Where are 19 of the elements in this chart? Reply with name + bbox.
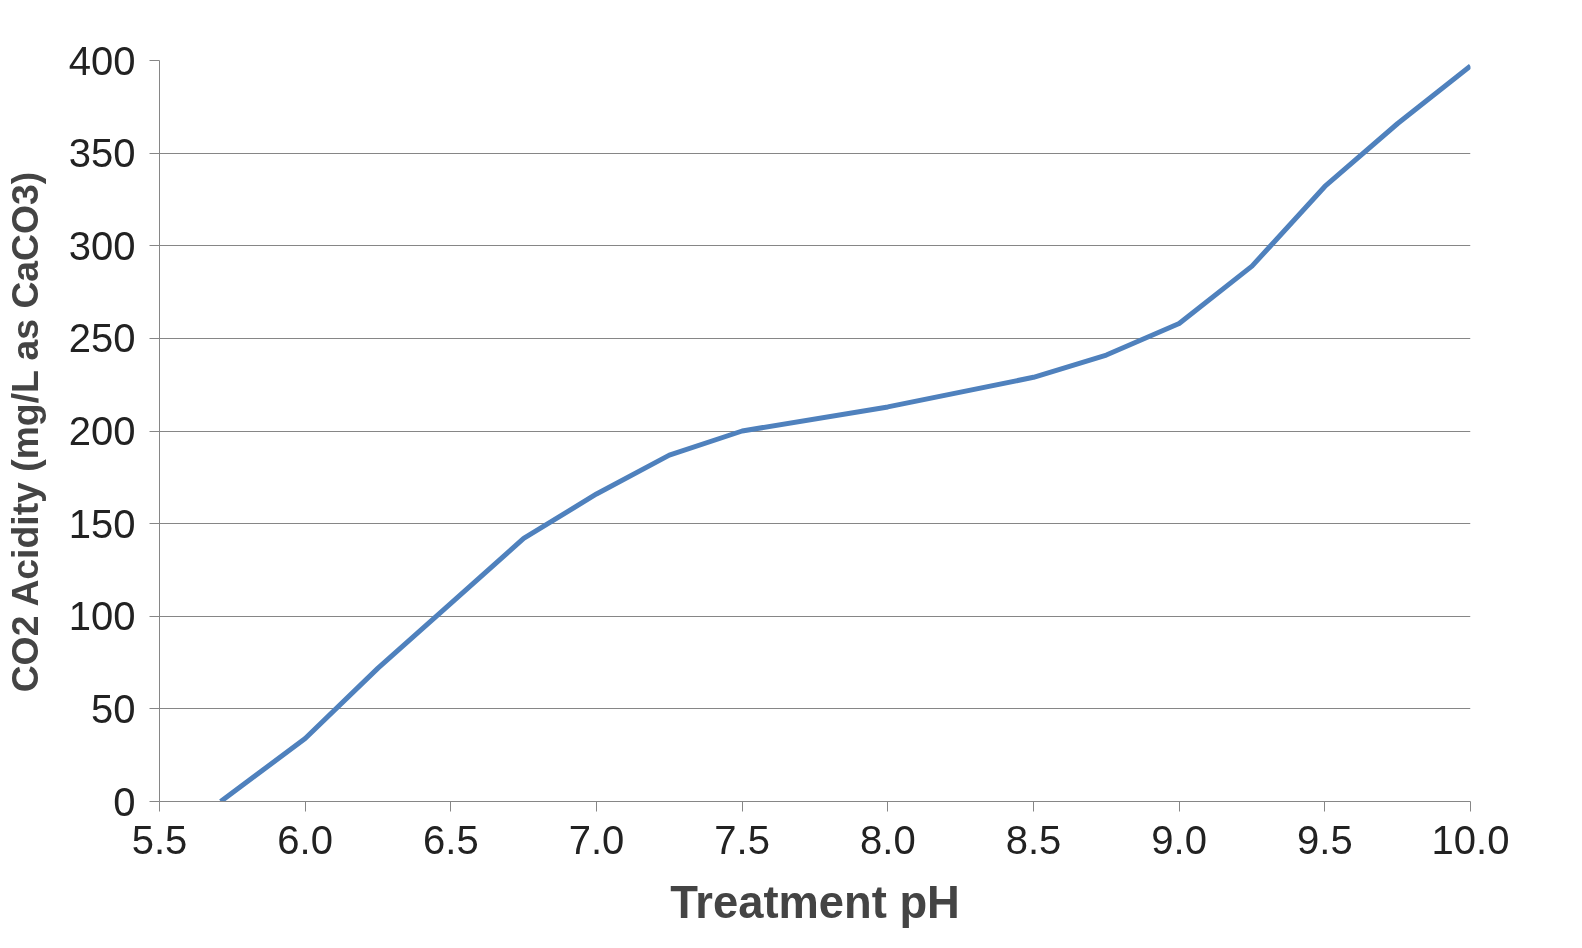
y-axis-title: CO2 Acidity (mg/L as CaCO3) (3, 171, 46, 693)
y-tick-label: 150 (68, 501, 136, 546)
y-tick-label: 200 (68, 409, 136, 453)
x-tick-label: 7.5 (714, 817, 770, 862)
y-tick-label: 100 (68, 594, 136, 639)
y-tick-label: 250 (68, 316, 136, 361)
y-tick-label: 350 (68, 131, 136, 176)
x-tick-label: 8.5 (1005, 817, 1062, 862)
y-tick-label: 50 (91, 686, 136, 731)
x-tick-label: 8.0 (860, 817, 916, 862)
x-tick-label: 9.0 (1151, 817, 1207, 862)
y-tick-label: 400 (68, 38, 136, 83)
y-tick-label: 300 (68, 223, 136, 268)
x-tick-label: 7.0 (568, 817, 625, 862)
x-tick-label: 9.5 (1297, 817, 1353, 862)
x-tick-label: 6.5 (423, 817, 479, 862)
x-tick-label: 10.0 (1431, 817, 1510, 862)
x-tick-label: 6.0 (277, 817, 333, 862)
x-axis-title: Treatment pH (670, 876, 960, 928)
